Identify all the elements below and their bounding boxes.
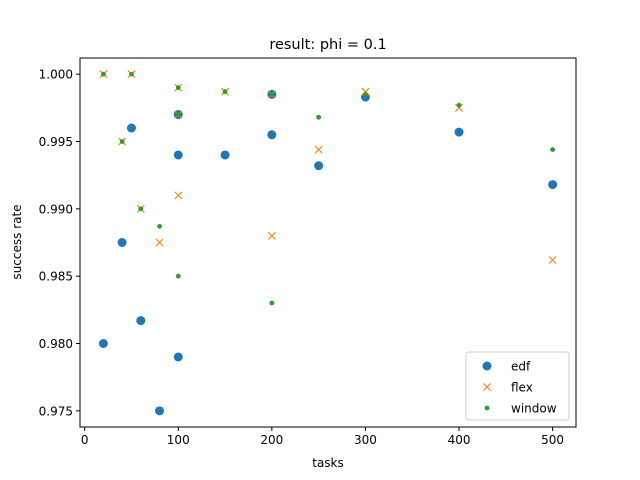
- window-point: [363, 91, 368, 97]
- flex-point: [455, 103, 464, 112]
- window-point: [269, 91, 275, 97]
- legend-label-flex: flex: [511, 381, 533, 395]
- edf-point: [98, 339, 108, 349]
- flex-point: [361, 87, 370, 96]
- window-point: [119, 139, 125, 144]
- x-axis-label: tasks: [312, 456, 344, 470]
- x-tick-label: 100: [167, 433, 190, 447]
- flex-point: [314, 145, 323, 154]
- window-point: [100, 71, 106, 77]
- window-point: [316, 114, 322, 120]
- window-point: [175, 273, 181, 279]
- window-point: [456, 102, 462, 108]
- y-tick-label: 0.995: [39, 135, 73, 149]
- edf-point: [454, 127, 464, 137]
- window-point: [157, 223, 162, 229]
- legend-marker-flex: [483, 383, 491, 391]
- edf-point: [136, 316, 146, 326]
- x-tick-label: 0: [81, 433, 89, 447]
- flex-point: [174, 191, 183, 200]
- axis-ticks: 0 100 200 300 400 500 0.975 0.980 0.985 0.990 0.99…: [39, 68, 564, 447]
- window-point: [269, 300, 275, 306]
- window-point: [550, 147, 556, 152]
- legend-label-window: window: [511, 402, 557, 416]
- flex-point: [267, 231, 276, 240]
- y-tick-label: 0.975: [39, 404, 73, 418]
- window-point: [175, 112, 181, 117]
- y-tick-label: 0.985: [39, 270, 73, 284]
- x-tick-label: 500: [541, 433, 564, 447]
- x-tick-label: 300: [354, 433, 377, 447]
- edf-point: [314, 161, 324, 171]
- legend-marker-window: [484, 405, 490, 411]
- y-axis-label: success rate: [10, 204, 24, 279]
- edf-point: [155, 406, 165, 416]
- edf-point: [220, 150, 230, 160]
- edf-point: [173, 150, 183, 160]
- y-tick-label: 0.990: [39, 202, 73, 216]
- legend: edf flex window: [465, 351, 570, 421]
- edf-point: [173, 352, 183, 362]
- window-point: [222, 89, 228, 95]
- window-point: [129, 71, 134, 77]
- y-tick-label: 0.980: [39, 337, 73, 351]
- legend-label-edf: edf: [511, 360, 531, 374]
- chart-title: result: phi = 0.1: [269, 37, 386, 53]
- edf-point: [117, 238, 127, 247]
- y-tick-label: 1.000: [39, 68, 73, 82]
- plot-frame: [79, 57, 577, 428]
- x-tick-label: 200: [260, 433, 283, 447]
- series-window: [100, 71, 556, 306]
- legend-box: [465, 351, 570, 421]
- edf-point: [267, 130, 277, 140]
- edf-point: [548, 180, 558, 190]
- flex-point: [155, 238, 164, 247]
- edf-point: [126, 123, 136, 133]
- window-point: [175, 85, 181, 91]
- plot-points: [98, 70, 558, 416]
- legend-entries: edf flex window: [482, 360, 557, 416]
- legend-marker-edf: [482, 361, 492, 371]
- window-point: [138, 206, 144, 212]
- flex-point: [548, 256, 557, 264]
- x-tick-label: 400: [448, 433, 471, 447]
